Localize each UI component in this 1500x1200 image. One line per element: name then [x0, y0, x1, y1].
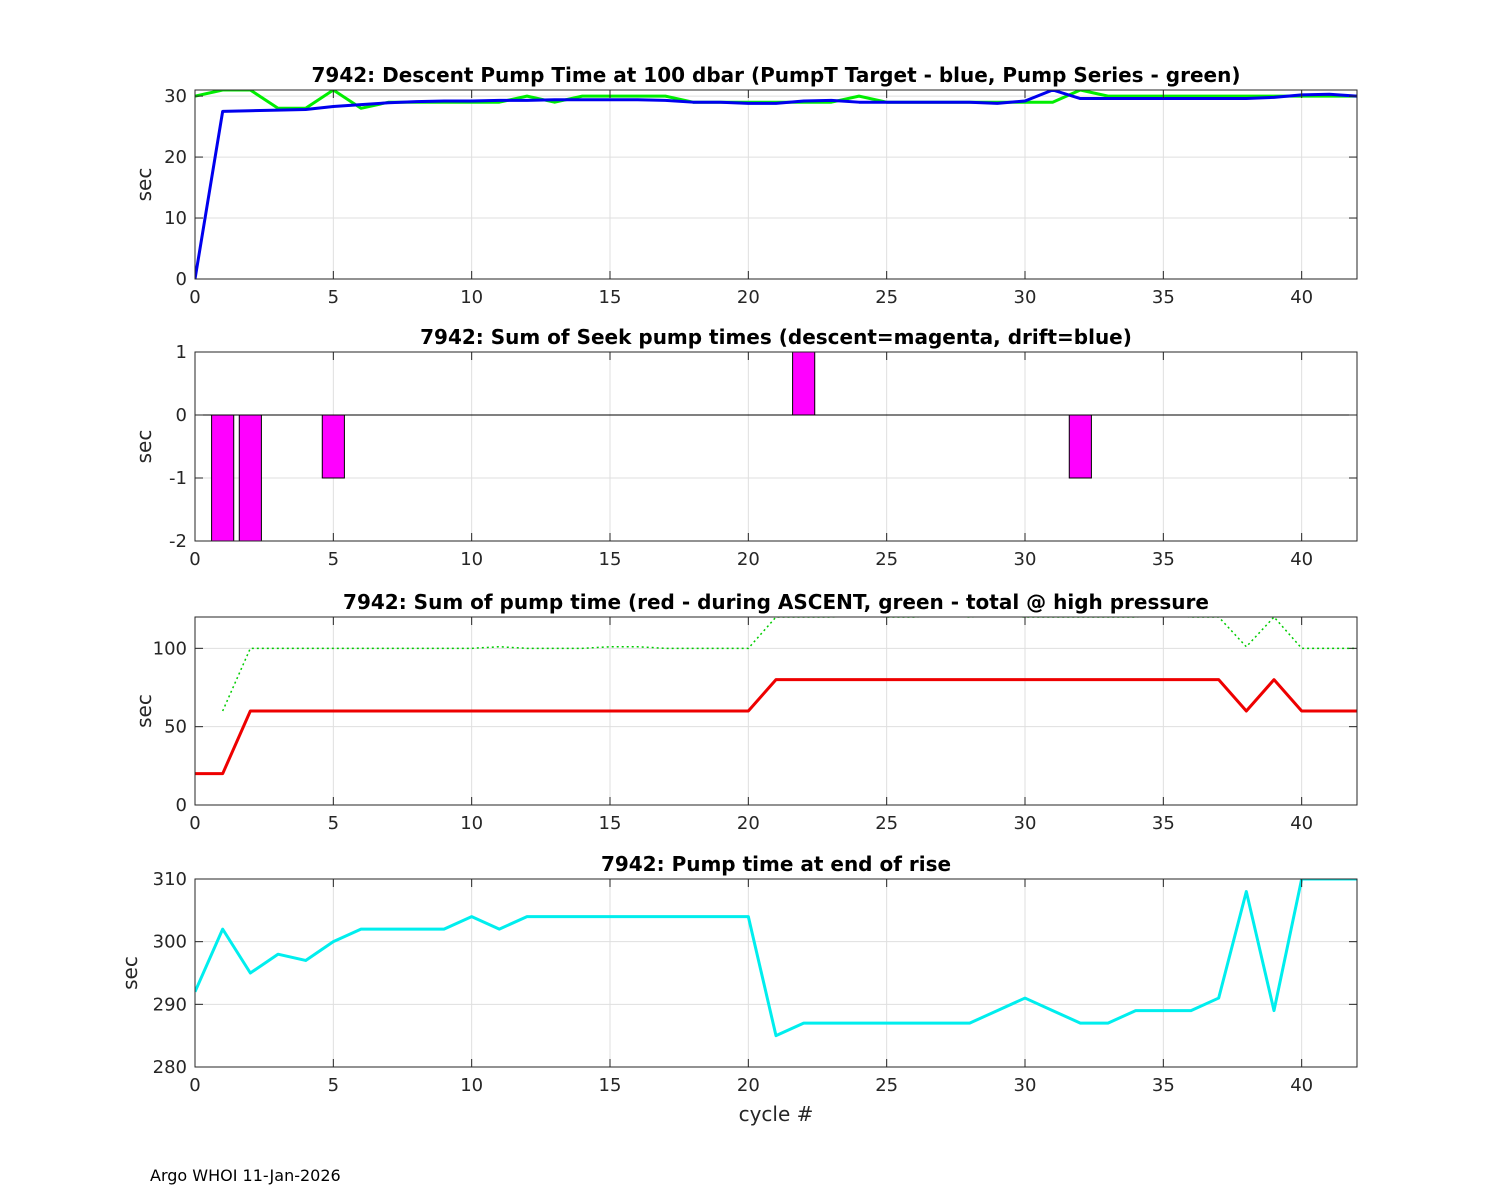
seek-pump-times-title: 7942: Sum of Seek pump times (descent=ma…: [420, 325, 1132, 349]
sum-pump-time-xtick-label: 15: [599, 813, 622, 834]
panel-pump-time-end-of-rise: 0 5 10 15 20 25 30 35 40 280 290 300 310 7942: Pump t…: [118, 852, 1358, 1126]
descent-pump-time-series-1-line: [195, 90, 1357, 279]
descent-pump-time-ylabel: sec: [132, 168, 156, 202]
sum-pump-time-xtick-label: 30: [1014, 813, 1037, 834]
pump-time-end-of-rise-axes-frame: [194, 878, 1358, 1068]
panel-descent-pump-time: 0 5 10 15 20 25 30 35 40 0 10 20 30 7942: Descent Pum…: [132, 63, 1358, 308]
seek-pump-times-xtick-label: 10: [460, 549, 483, 570]
descent-pump-time-xtick-label: 40: [1290, 287, 1313, 308]
descent-pump-time-xtick-label: 20: [737, 287, 760, 308]
seek-pump-times-bar-1: [238, 414, 262, 541]
descent-pump-time-xtick-label: 5: [328, 287, 339, 308]
pump-time-end-of-rise-xlabel: cycle #: [739, 1102, 814, 1126]
seek-pump-times-axes-frame: [194, 351, 1358, 542]
seek-pump-times-bar-2: [321, 414, 345, 479]
descent-pump-time-ytick-label: 30: [164, 86, 187, 107]
sum-pump-time-ytick-label: 50: [164, 717, 187, 738]
pump-time-end-of-rise-series-0-line: [195, 879, 1357, 1038]
pump-time-end-of-rise-xtick-label: 25: [875, 1075, 898, 1096]
sum-pump-time-title: 7942: Sum of pump time (red - during ASC…: [343, 590, 1209, 614]
descent-pump-time-axes-frame: [194, 89, 1358, 280]
seek-pump-times-ytick-label: -2: [169, 531, 187, 552]
pump-time-end-of-rise-title: 7942: Pump time at end of rise: [601, 852, 951, 876]
descent-pump-time-xtick-label: 30: [1014, 287, 1037, 308]
pump-time-end-of-rise-xtick-label: 0: [189, 1075, 200, 1096]
sum-pump-time-marks: [195, 617, 1357, 776]
pump-time-end-of-rise-xtick-label: 15: [599, 1075, 622, 1096]
sum-pump-time-xtick-label: 10: [460, 813, 483, 834]
descent-pump-time-xtick-label: 15: [599, 287, 622, 308]
seek-pump-times-xtick-label: 30: [1014, 549, 1037, 570]
seek-pump-times-ytick-label: -1: [169, 468, 187, 489]
sum-pump-time-xtick-label: 25: [875, 813, 898, 834]
seek-pump-times-bar-4: [1068, 414, 1092, 479]
seek-pump-times-xtick-label: 40: [1290, 549, 1313, 570]
sum-pump-time-ytick-label: 100: [153, 638, 187, 659]
sum-pump-time-xtick-label: 35: [1152, 813, 1175, 834]
descent-pump-time-plot-area: [195, 90, 1357, 279]
pump-time-end-of-rise-xtick-label: 5: [328, 1075, 339, 1096]
pump-time-end-of-rise-ylabel: sec: [118, 956, 142, 990]
seek-pump-times-bar-3: [792, 352, 816, 416]
seek-pump-times-bar-0: [211, 414, 235, 541]
descent-pump-time-ytick-label: 0: [176, 269, 187, 290]
descent-pump-time-title: 7942: Descent Pump Time at 100 dbar (Pum…: [312, 63, 1241, 87]
descent-pump-time-xtick-label: 35: [1152, 287, 1175, 308]
footer-credit: Argo WHOI 11-Jan-2026: [150, 1166, 341, 1185]
descent-pump-time-ytick-label: 20: [164, 147, 187, 168]
sum-pump-time-axes-frame: [194, 616, 1358, 806]
pump-time-end-of-rise-ytick-label: 310: [153, 869, 187, 890]
seek-pump-times-xtick-label: 25: [875, 549, 898, 570]
seek-pump-times-ylabel: sec: [132, 430, 156, 464]
seek-pump-times-ytick-label: 0: [176, 405, 187, 426]
pump-time-end-of-rise-xtick-label: 40: [1290, 1075, 1313, 1096]
sum-pump-time-xtick-label: 20: [737, 813, 760, 834]
pump-time-end-of-rise-plot-area: [195, 879, 1357, 1067]
seek-pump-times-xtick-label: 5: [328, 549, 339, 570]
sum-pump-time-xtick-label: 5: [328, 813, 339, 834]
seek-pump-times-plot-area: [195, 352, 1357, 541]
pump-time-end-of-rise-xtick-label: 35: [1152, 1075, 1175, 1096]
descent-pump-time-xtick-label: 10: [460, 287, 483, 308]
seek-pump-times-marks: [195, 352, 1357, 541]
seek-pump-times-xtick-label: 0: [189, 549, 200, 570]
sum-pump-time-xtick-label: 0: [189, 813, 200, 834]
pump-time-end-of-rise-ytick-label: 290: [153, 994, 187, 1015]
sum-pump-time-ylabel: sec: [132, 694, 156, 728]
descent-pump-time-xtick-label: 0: [189, 287, 200, 308]
pump-time-end-of-rise-ytick-label: 280: [153, 1057, 187, 1078]
pump-time-end-of-rise-xtick-label: 10: [460, 1075, 483, 1096]
pump-time-end-of-rise-xtick-label: 30: [1014, 1075, 1037, 1096]
pump-time-end-of-rise-marks: [195, 879, 1357, 1038]
sum-pump-time-series-1-line: [195, 678, 1357, 776]
sum-pump-time-ytick-label: 0: [176, 795, 187, 816]
seek-pump-times-ytick-label: 1: [176, 342, 187, 363]
descent-pump-time-ytick-label: 10: [164, 208, 187, 229]
seek-pump-times-xtick-label: 20: [737, 549, 760, 570]
pump-time-end-of-rise-ytick-label: 300: [153, 932, 187, 953]
seek-pump-times-xtick-label: 15: [599, 549, 622, 570]
sum-pump-time-xtick-label: 40: [1290, 813, 1313, 834]
descent-pump-time-xtick-label: 25: [875, 287, 898, 308]
panel-sum-pump-time: 0 5 10 15 20 25 30 35 40 0 50 100 7942: Sum of pump …: [132, 590, 1358, 834]
seek-pump-times-xtick-label: 35: [1152, 549, 1175, 570]
panel-seek-pump-times: 0 5 10 15 20 25 30 35 40 -2 -1 0 1 7942: Sum of Seek …: [132, 325, 1358, 570]
pump-time-end-of-rise-xtick-label: 20: [737, 1075, 760, 1096]
